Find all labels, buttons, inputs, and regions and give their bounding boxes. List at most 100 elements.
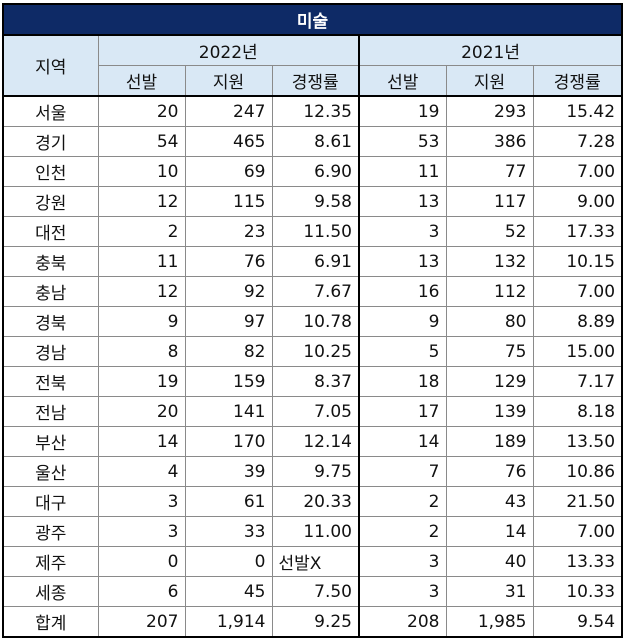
cell-selected-2021: 17 [358,396,447,427]
table-row: 세종 6 45 7.50 3 31 10.33 [2,576,624,607]
table-row: 경남 8 82 10.25 5 75 15.00 [2,336,624,367]
cell-selected-2022: 4 [97,456,186,487]
cell-selected-2022: 8 [97,336,186,367]
table-row: 전남 20 141 7.05 17 139 8.18 [2,396,624,427]
cell-ratio-2022: 11.50 [271,216,360,247]
cell-ratio-2022: 10.25 [271,336,360,367]
cell-applicants-2022: 159 [184,366,273,397]
cell-ratio-2021: 7.00 [532,516,624,547]
cell-selected-2021: 3 [358,216,447,247]
cell-selected-2022: 2 [97,216,186,247]
cell-region: 충북 [2,246,99,277]
cell-applicants-2022: 39 [184,456,273,487]
cell-selected-2022: 6 [97,576,186,607]
cell-applicants-2022: 69 [184,156,273,187]
cell-selected-2022: 14 [97,426,186,457]
cell-ratio-2022: 9.25 [271,606,360,638]
cell-region: 부산 [2,426,99,457]
cell-applicants-2021: 1,985 [445,606,534,638]
cell-ratio-2022: 10.78 [271,306,360,337]
cell-ratio-2022: 12.35 [271,95,360,127]
cell-selected-2021: 2 [358,486,447,517]
cell-region: 강원 [2,186,99,217]
cell-ratio-2022: 6.91 [271,246,360,277]
cell-ratio-2021: 9.00 [532,186,624,217]
cell-selected-2022: 11 [97,246,186,277]
cell-selected-2021: 2 [358,516,447,547]
cell-ratio-2021: 17.33 [532,216,624,247]
cell-selected-2022: 10 [97,156,186,187]
cell-region: 인천 [2,156,99,187]
cell-applicants-2022: 247 [184,95,273,127]
cell-ratio-2022: 7.67 [271,276,360,307]
table-row: 전북 19 159 8.37 18 129 7.17 [2,366,624,397]
cell-applicants-2022: 33 [184,516,273,547]
cell-selected-2021: 7 [358,456,447,487]
cell-selected-2021: 16 [358,276,447,307]
col-header-ratio-2022: 경쟁률 [271,65,360,97]
table-row: 광주 3 33 11.00 2 14 7.00 [2,516,624,547]
cell-selected-2022: 9 [97,306,186,337]
cell-selected-2022: 12 [97,186,186,217]
cell-applicants-2022: 170 [184,426,273,457]
cell-ratio-2022: 20.33 [271,486,360,517]
table-row: 제주 0 0 선발X 3 40 13.33 [2,546,624,577]
table-row: 대구 3 61 20.33 2 43 21.50 [2,486,624,517]
cell-selected-2021: 11 [358,156,447,187]
cell-ratio-2021: 7.17 [532,366,624,397]
cell-selected-2021: 53 [358,126,447,157]
cell-applicants-2021: 80 [445,306,534,337]
cell-ratio-2021: 13.50 [532,426,624,457]
cell-applicants-2022: 1,914 [184,606,273,638]
col-header-applicants-2021: 지원 [445,65,534,97]
cell-applicants-2022: 45 [184,576,273,607]
cell-selected-2022: 207 [97,606,186,638]
cell-ratio-2021: 10.86 [532,456,624,487]
cell-region: 전남 [2,396,99,427]
cell-selected-2021: 9 [358,306,447,337]
cell-applicants-2022: 76 [184,246,273,277]
table-row: 대전 2 23 11.50 3 52 17.33 [2,216,624,247]
cell-selected-2021: 5 [358,336,447,367]
cell-selected-2021: 3 [358,546,447,577]
cell-region: 경북 [2,306,99,337]
cell-selected-2022: 3 [97,486,186,517]
table-row: 부산 14 170 12.14 14 189 13.50 [2,426,624,457]
table-row: 경북 9 97 10.78 9 80 8.89 [2,306,624,337]
cell-applicants-2022: 92 [184,276,273,307]
cell-applicants-2021: 139 [445,396,534,427]
cell-ratio-2021: 15.00 [532,336,624,367]
table-row: 충남 12 92 7.67 16 112 7.00 [2,276,624,307]
cell-ratio-2021: 9.54 [532,606,624,638]
cell-applicants-2021: 75 [445,336,534,367]
table-row: 울산 4 39 9.75 7 76 10.86 [2,456,624,487]
col-header-applicants-2022: 지원 [184,65,273,97]
cell-region: 울산 [2,456,99,487]
cell-applicants-2021: 40 [445,546,534,577]
year-2021-header: 2021년 [357,34,624,66]
cell-ratio-2021: 15.42 [532,95,624,127]
cell-region: 충남 [2,276,99,307]
table-body: 서울 20 247 12.35 19 293 15.42 경기 54 465 8.61 53 386 7.… [2,95,624,638]
cell-selected-2022: 19 [97,366,186,397]
cell-selected-2022: 3 [97,516,186,547]
region-header: 지역 [2,34,99,97]
table-row: 충북 11 76 6.91 13 132 10.15 [2,246,624,277]
cell-ratio-2022: 9.58 [271,186,360,217]
col-header-selected-2022: 선발 [97,65,186,97]
col-header-selected-2021: 선발 [358,65,447,97]
cell-applicants-2021: 52 [445,216,534,247]
cell-ratio-2022: 8.61 [271,126,360,157]
total-row: 합계 207 1,914 9.25 208 1,985 9.54 [2,606,624,638]
cell-applicants-2022: 141 [184,396,273,427]
cell-applicants-2021: 129 [445,366,534,397]
cell-applicants-2021: 386 [445,126,534,157]
cell-ratio-2022: 6.90 [271,156,360,187]
cell-ratio-2021: 7.00 [532,276,624,307]
cell-applicants-2022: 0 [184,546,273,577]
competition-table: 미술 지역 2022년 2021년 선발 지원 경쟁률 선발 지원 경쟁률 서울… [1,3,624,638]
cell-ratio-2022: 9.75 [271,456,360,487]
cell-region: 대구 [2,486,99,517]
cell-ratio-2022: 7.05 [271,396,360,427]
cell-ratio-2021: 8.18 [532,396,624,427]
